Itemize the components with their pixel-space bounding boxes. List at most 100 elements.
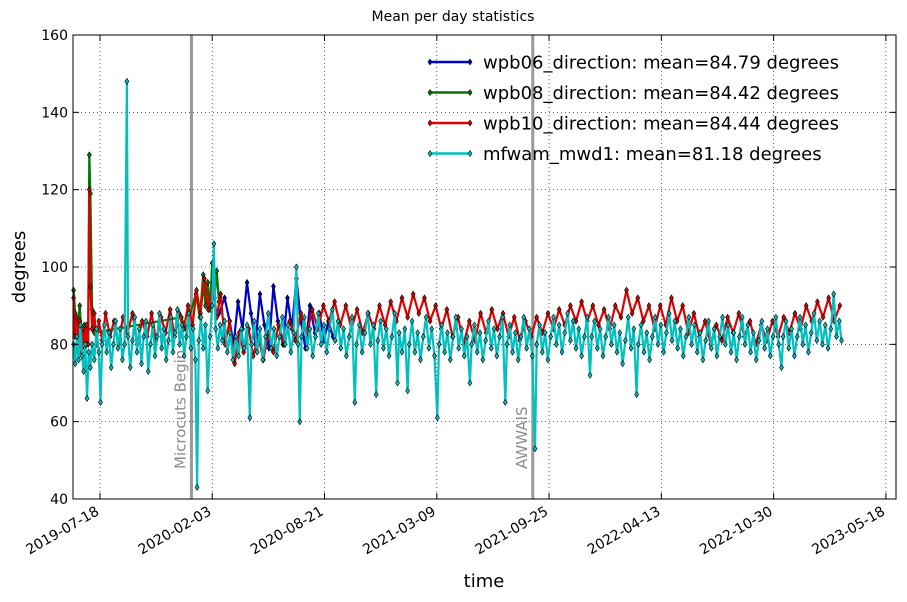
data-point	[825, 344, 831, 352]
data-point	[324, 348, 330, 356]
data-point	[218, 290, 224, 298]
data-point	[271, 282, 276, 290]
data-point	[800, 340, 806, 348]
data-point	[442, 348, 448, 356]
data-point	[834, 333, 839, 341]
data-point	[714, 352, 720, 360]
data-point	[792, 309, 798, 317]
data-point	[257, 290, 263, 298]
data-point	[291, 329, 296, 337]
data-point	[590, 302, 596, 310]
legend-marker	[467, 58, 473, 66]
data-point	[349, 313, 355, 321]
y-tick-label: 160	[41, 28, 68, 44]
data-point	[781, 313, 787, 321]
data-point	[115, 344, 121, 352]
data-point	[836, 317, 842, 325]
data-point	[389, 333, 395, 341]
data-point	[694, 348, 700, 356]
data-point	[233, 333, 239, 341]
data-point	[132, 313, 138, 321]
data-point	[623, 336, 628, 345]
data-point	[556, 305, 562, 314]
data-point	[145, 367, 151, 375]
data-point	[614, 348, 620, 356]
series-group	[71, 77, 844, 491]
data-point	[307, 302, 313, 310]
data-point	[113, 317, 119, 325]
data-point	[725, 313, 730, 321]
data-point	[235, 298, 241, 306]
data-point	[450, 333, 456, 341]
data-point	[102, 321, 107, 329]
data-point	[125, 333, 131, 341]
y-tick-label: 80	[50, 337, 68, 353]
data-point	[274, 352, 280, 360]
series-layer	[71, 77, 844, 491]
data-point	[157, 309, 162, 317]
data-point	[725, 321, 731, 329]
data-point	[491, 325, 497, 333]
data-point	[786, 344, 792, 352]
data-point	[307, 325, 313, 333]
data-point	[773, 313, 779, 321]
data-point	[551, 313, 556, 321]
data-point	[601, 305, 607, 314]
data-point	[205, 305, 211, 314]
data-point	[82, 340, 88, 348]
data-point	[338, 344, 344, 352]
data-point	[483, 336, 488, 345]
data-point	[143, 317, 149, 325]
data-point	[706, 317, 711, 325]
data-point	[310, 352, 316, 360]
data-point	[354, 305, 360, 314]
data-point	[646, 302, 652, 310]
data-point	[513, 329, 518, 337]
data-point	[373, 391, 379, 399]
data-point	[594, 344, 600, 352]
data-point	[313, 333, 318, 341]
data-point	[469, 340, 474, 348]
legend-marker	[467, 119, 473, 127]
data-point	[108, 363, 114, 372]
data-point	[680, 352, 686, 360]
data-point	[720, 313, 725, 321]
data-point	[624, 286, 629, 294]
data-point	[315, 309, 321, 317]
data-point	[205, 387, 211, 395]
data-point	[817, 317, 823, 325]
data-point	[609, 340, 614, 348]
data-point	[76, 356, 81, 364]
data-point	[792, 352, 797, 360]
data-point	[537, 321, 542, 329]
data-point	[666, 309, 672, 317]
data-point	[203, 321, 208, 329]
data-point	[731, 329, 737, 337]
data-point	[111, 340, 116, 348]
data-point	[251, 317, 257, 325]
data-point	[150, 321, 156, 329]
data-point	[412, 348, 418, 356]
data-point	[207, 333, 213, 341]
data-point	[124, 77, 130, 85]
data-point	[241, 344, 247, 352]
data-point	[136, 325, 142, 333]
data-point	[215, 344, 221, 352]
vlines: Microcuts Begin AWWAIS	[171, 35, 535, 499]
data-point	[751, 329, 756, 337]
data-point	[728, 348, 734, 356]
data-point	[803, 302, 809, 310]
data-point	[410, 290, 416, 298]
data-point	[236, 352, 241, 360]
data-point	[489, 305, 495, 314]
data-point	[748, 348, 753, 356]
data-point	[603, 333, 609, 341]
data-point	[628, 344, 634, 352]
data-point	[672, 317, 678, 325]
data-point	[568, 336, 573, 345]
data-point	[225, 348, 230, 356]
data-point	[515, 356, 521, 364]
data-point	[545, 309, 551, 317]
data-point	[227, 329, 233, 337]
